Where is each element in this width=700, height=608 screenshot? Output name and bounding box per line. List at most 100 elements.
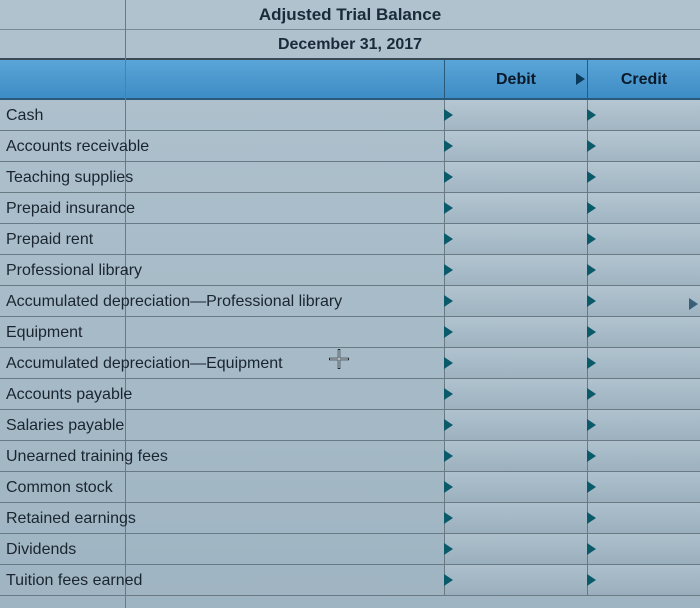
debit-cell[interactable] xyxy=(445,224,588,254)
credit-cell[interactable] xyxy=(588,224,700,254)
dropdown-arrow-icon[interactable] xyxy=(587,171,596,183)
account-cell[interactable]: Common stock xyxy=(0,472,445,502)
credit-cell[interactable] xyxy=(588,441,700,471)
account-cell[interactable]: Retained earnings xyxy=(0,503,445,533)
dropdown-arrow-icon[interactable] xyxy=(587,202,596,214)
table-row: Prepaid rent xyxy=(0,224,700,255)
account-cell[interactable]: Teaching supplies xyxy=(0,162,445,192)
dropdown-arrow-icon[interactable] xyxy=(587,481,596,493)
debit-cell[interactable] xyxy=(445,503,588,533)
title-row: Adjusted Trial Balance xyxy=(0,0,700,30)
account-label: Prepaid insurance xyxy=(6,200,135,217)
debit-cell[interactable] xyxy=(445,162,588,192)
credit-cell[interactable] xyxy=(588,565,700,595)
debit-cell[interactable] xyxy=(445,472,588,502)
dropdown-arrow-icon[interactable] xyxy=(444,543,453,555)
account-cell[interactable]: Unearned training fees xyxy=(0,441,445,471)
table-row: Common stock xyxy=(0,472,700,503)
filter-arrow-icon[interactable] xyxy=(576,73,585,85)
sheet-date: December 31, 2017 xyxy=(278,36,422,53)
table-row: Accumulated depreciation—Professional li… xyxy=(0,286,700,317)
debit-cell[interactable] xyxy=(445,565,588,595)
table-row: Professional library xyxy=(0,255,700,286)
dropdown-arrow-icon[interactable] xyxy=(587,543,596,555)
dropdown-arrow-icon[interactable] xyxy=(444,512,453,524)
account-cell[interactable]: Accounts payable xyxy=(0,379,445,409)
account-rows: CashAccounts receivableTeaching supplies… xyxy=(0,100,700,596)
credit-cell[interactable] xyxy=(588,472,700,502)
table-row: Tuition fees earned xyxy=(0,565,700,596)
account-cell[interactable]: Accumulated depreciation—Equipment xyxy=(0,348,445,378)
dropdown-arrow-icon[interactable] xyxy=(587,388,596,400)
table-row: Retained earnings xyxy=(0,503,700,534)
dropdown-arrow-icon[interactable] xyxy=(444,140,453,152)
credit-cell[interactable] xyxy=(588,100,700,130)
account-cell[interactable]: Salaries payable xyxy=(0,410,445,440)
account-cell[interactable]: Accounts receivable xyxy=(0,131,445,161)
account-cell[interactable]: Prepaid insurance xyxy=(0,193,445,223)
dropdown-arrow-icon[interactable] xyxy=(444,264,453,276)
debit-cell[interactable] xyxy=(445,131,588,161)
account-cell[interactable]: Professional library xyxy=(0,255,445,285)
account-cell[interactable]: Prepaid rent xyxy=(0,224,445,254)
dropdown-arrow-icon[interactable] xyxy=(587,574,596,586)
credit-cell[interactable] xyxy=(588,317,700,347)
debit-cell[interactable] xyxy=(445,410,588,440)
debit-cell[interactable] xyxy=(445,193,588,223)
dropdown-arrow-icon[interactable] xyxy=(444,388,453,400)
dropdown-arrow-icon[interactable] xyxy=(444,171,453,183)
account-cell[interactable]: Equipment xyxy=(0,317,445,347)
debit-cell[interactable] xyxy=(445,379,588,409)
credit-cell[interactable] xyxy=(588,162,700,192)
table-row: Unearned training fees xyxy=(0,441,700,472)
dropdown-arrow-icon[interactable] xyxy=(587,326,596,338)
credit-cell[interactable] xyxy=(588,255,700,285)
dropdown-arrow-icon[interactable] xyxy=(587,109,596,121)
credit-cell[interactable] xyxy=(588,286,700,316)
account-cell[interactable]: Dividends xyxy=(0,534,445,564)
credit-cell[interactable] xyxy=(588,534,700,564)
dropdown-arrow-icon[interactable] xyxy=(444,233,453,245)
debit-cell[interactable] xyxy=(445,100,588,130)
account-label: Accumulated depreciation—Equipment xyxy=(6,355,283,372)
dropdown-arrow-icon[interactable] xyxy=(587,419,596,431)
credit-cell[interactable] xyxy=(588,379,700,409)
account-cell[interactable]: Accumulated depreciation—Professional li… xyxy=(0,286,445,316)
header-credit-label: Credit xyxy=(621,71,667,88)
debit-cell[interactable] xyxy=(445,317,588,347)
debit-cell[interactable] xyxy=(445,286,588,316)
dropdown-arrow-icon[interactable] xyxy=(444,450,453,462)
dropdown-arrow-icon[interactable] xyxy=(444,419,453,431)
dropdown-arrow-icon[interactable] xyxy=(587,233,596,245)
header-debit[interactable]: Debit xyxy=(445,60,588,98)
account-label: Unearned training fees xyxy=(6,448,168,465)
credit-cell[interactable] xyxy=(588,193,700,223)
credit-cell[interactable] xyxy=(588,131,700,161)
dropdown-arrow-icon[interactable] xyxy=(444,109,453,121)
debit-cell[interactable] xyxy=(445,534,588,564)
dropdown-arrow-icon[interactable] xyxy=(444,326,453,338)
credit-cell[interactable] xyxy=(588,348,700,378)
debit-cell[interactable] xyxy=(445,441,588,471)
credit-cell[interactable] xyxy=(588,503,700,533)
dropdown-arrow-icon[interactable] xyxy=(444,295,453,307)
table-row: Dividends xyxy=(0,534,700,565)
dropdown-arrow-icon[interactable] xyxy=(444,202,453,214)
dropdown-arrow-icon[interactable] xyxy=(444,357,453,369)
dropdown-arrow-icon[interactable] xyxy=(587,295,596,307)
account-label: Accounts payable xyxy=(6,386,132,403)
account-cell[interactable]: Tuition fees earned xyxy=(0,565,445,595)
dropdown-arrow-icon[interactable] xyxy=(444,481,453,493)
debit-cell[interactable] xyxy=(445,255,588,285)
account-cell[interactable]: Cash xyxy=(0,100,445,130)
sheet-title: Adjusted Trial Balance xyxy=(259,5,441,24)
dropdown-arrow-icon[interactable] xyxy=(587,512,596,524)
debit-cell[interactable] xyxy=(445,348,588,378)
dropdown-arrow-icon[interactable] xyxy=(587,140,596,152)
dropdown-arrow-icon[interactable] xyxy=(587,357,596,369)
dropdown-arrow-icon[interactable] xyxy=(587,264,596,276)
dropdown-arrow-icon[interactable] xyxy=(444,574,453,586)
header-credit[interactable]: Credit xyxy=(588,60,700,98)
credit-cell[interactable] xyxy=(588,410,700,440)
dropdown-arrow-icon[interactable] xyxy=(587,450,596,462)
